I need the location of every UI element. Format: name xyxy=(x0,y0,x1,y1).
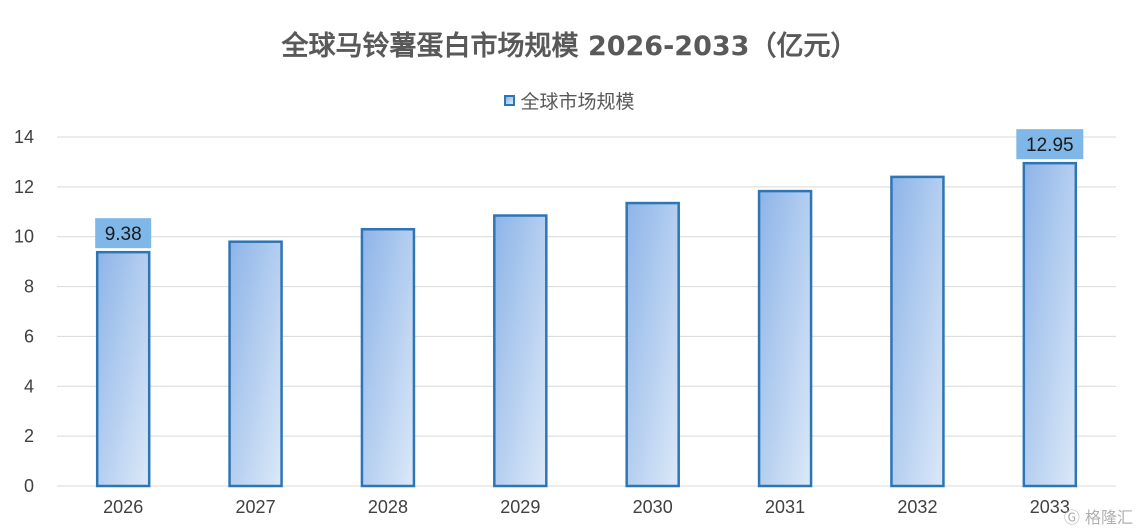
watermark: Ⓖ 格隆汇 xyxy=(1064,504,1133,528)
y-tick-label: 4 xyxy=(24,376,34,396)
watermark-text: 格隆汇 xyxy=(1084,508,1133,527)
data-label-background xyxy=(95,218,152,249)
y-tick-label: 14 xyxy=(14,127,34,147)
gelonghui-logo-icon: Ⓖ xyxy=(1063,508,1080,527)
x-tick-label: 2029 xyxy=(500,497,540,517)
y-tick-label: 0 xyxy=(24,476,34,496)
y-tick-label: 6 xyxy=(24,326,34,346)
y-tick-label: 10 xyxy=(14,227,34,247)
bar xyxy=(228,240,283,488)
x-tick-label: 2028 xyxy=(368,497,408,517)
data-label-background xyxy=(1016,129,1084,160)
x-tick-label: 2032 xyxy=(897,497,937,517)
data-label: 12.95 xyxy=(1026,135,1074,156)
y-tick-label: 2 xyxy=(24,426,34,446)
y-tick-label: 8 xyxy=(24,277,34,297)
bar xyxy=(360,227,416,488)
x-tick-label: 2027 xyxy=(236,497,276,517)
bar xyxy=(95,250,151,488)
bar xyxy=(625,201,680,488)
legend-label: 全球市场规模 xyxy=(520,91,635,113)
legend-swatch xyxy=(504,95,516,106)
x-tick-label: 2026 xyxy=(103,497,143,517)
chart-title: 全球马铃薯蛋白市场规模 2026-2033（亿元） xyxy=(281,31,858,62)
bar xyxy=(890,175,945,488)
data-label: 9.38 xyxy=(105,224,142,245)
x-tick-label: 2033 xyxy=(1030,497,1070,517)
bar xyxy=(493,214,548,488)
bar xyxy=(1022,161,1078,488)
bar xyxy=(757,189,813,488)
legend: 全球市场规模 xyxy=(0,87,1139,114)
y-tick-label: 12 xyxy=(14,177,34,197)
x-tick-label: 2030 xyxy=(633,497,673,517)
x-tick-label: 2031 xyxy=(765,497,805,517)
